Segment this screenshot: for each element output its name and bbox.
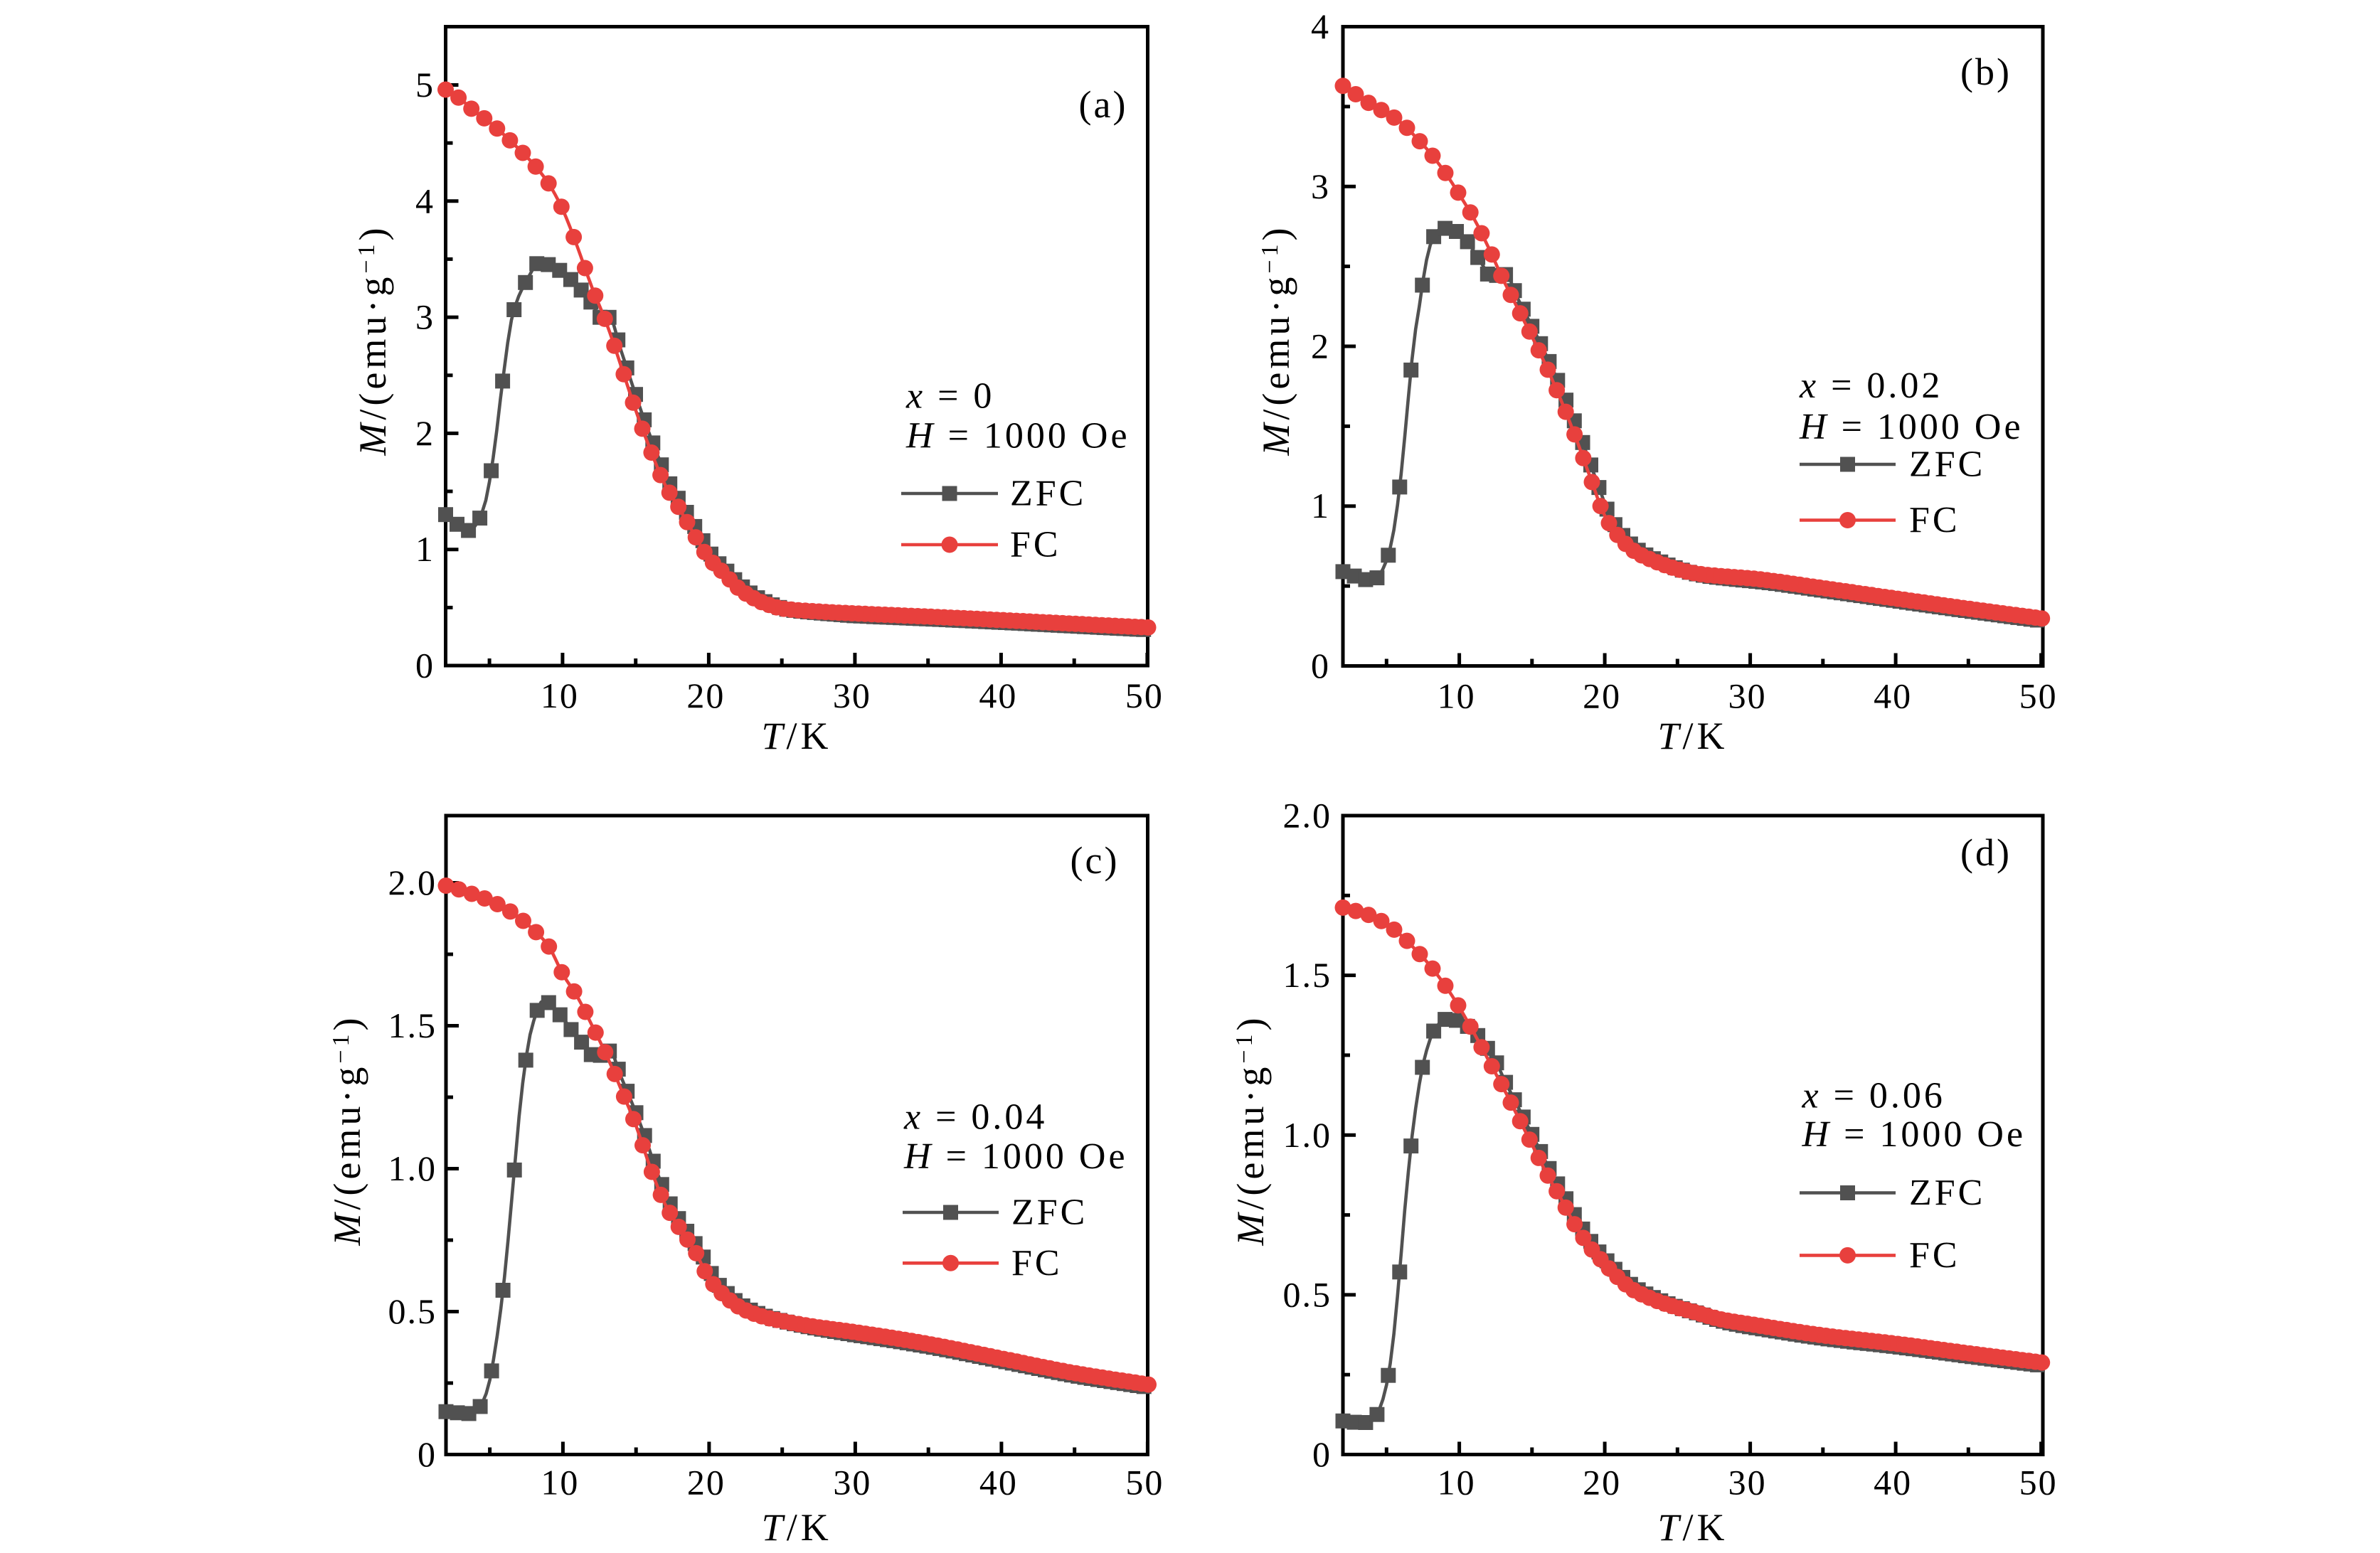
svg-text:(d): (d) [1960,831,2012,874]
svg-text:1: 1 [415,529,435,569]
svg-text:3: 3 [415,297,435,337]
svg-text:x = 0.02: x = 0.02 [1799,365,1943,406]
svg-text:40: 40 [1874,676,1912,716]
svg-text:x = 0.06: x = 0.06 [1802,1075,1945,1116]
svg-text:30: 30 [1728,676,1767,716]
svg-text:(b): (b) [1960,50,2012,93]
svg-text:3: 3 [1311,166,1330,206]
svg-text:1: 1 [1311,486,1330,525]
svg-text:10: 10 [1438,676,1476,716]
svg-text:40: 40 [979,1463,1018,1503]
svg-text:20: 20 [1583,1463,1621,1503]
svg-text:10: 10 [541,676,579,715]
svg-text:4: 4 [415,181,435,220]
svg-text:20: 20 [686,676,725,715]
svg-text:2.0: 2.0 [388,863,437,902]
svg-text:T/K: T/K [1657,715,1728,757]
svg-text:1.5: 1.5 [388,1005,437,1045]
svg-text:0: 0 [1311,646,1330,685]
svg-text:FC: FC [1909,1235,1960,1276]
svg-text:30: 30 [833,676,871,715]
svg-text:1.0: 1.0 [388,1148,437,1188]
svg-text:ZFC: ZFC [1909,1173,1985,1213]
svg-text:T/K: T/K [762,1506,832,1549]
svg-text:50: 50 [2019,1463,2058,1503]
svg-text:50: 50 [1125,1463,1164,1503]
svg-text:H = 1000 Oe: H = 1000 Oe [905,416,1130,457]
svg-text:10: 10 [541,1463,579,1503]
svg-text:2: 2 [415,413,435,453]
svg-text:ZFC: ZFC [1010,474,1086,514]
svg-text:1.5: 1.5 [1283,955,1332,995]
svg-text:(a): (a) [1079,83,1128,126]
svg-text:M/(emu·g−1): M/(emu·g−1) [326,1014,368,1246]
svg-text:x = 0.04: x = 0.04 [903,1097,1047,1138]
svg-text:ZFC: ZFC [1909,444,1985,485]
svg-text:40: 40 [979,676,1017,715]
svg-text:20: 20 [1583,676,1621,716]
svg-text:4: 4 [1311,6,1330,46]
svg-text:40: 40 [1874,1463,1912,1503]
svg-text:H = 1000 Oe: H = 1000 Oe [1802,1114,2026,1155]
svg-text:(c): (c) [1071,839,1120,882]
svg-text:30: 30 [833,1463,871,1503]
svg-text:0: 0 [415,646,435,685]
svg-text:1.0: 1.0 [1283,1115,1332,1155]
svg-text:0: 0 [418,1434,437,1474]
svg-text:T/K: T/K [761,715,832,757]
svg-text:20: 20 [687,1463,726,1503]
svg-text:50: 50 [2019,676,2058,716]
svg-text:FC: FC [1011,1243,1063,1284]
svg-text:30: 30 [1728,1463,1767,1503]
svg-text:2.0: 2.0 [1283,796,1332,836]
svg-text:50: 50 [1125,676,1164,715]
svg-text:T/K: T/K [1657,1506,1728,1549]
svg-text:0: 0 [1312,1434,1332,1474]
svg-text:0.5: 0.5 [388,1291,437,1331]
svg-text:FC: FC [1010,525,1061,565]
svg-text:H = 1000 Oe: H = 1000 Oe [903,1136,1128,1177]
svg-text:ZFC: ZFC [1011,1192,1088,1233]
svg-text:2: 2 [1311,326,1330,366]
svg-text:0.5: 0.5 [1283,1274,1332,1314]
svg-text:H = 1000 Oe: H = 1000 Oe [1799,407,2024,447]
svg-text:FC: FC [1909,500,1960,540]
svg-text:M/(emu·g−1): M/(emu·g−1) [1255,224,1297,456]
svg-text:5: 5 [415,65,435,105]
svg-text:10: 10 [1438,1463,1476,1503]
svg-text:x = 0: x = 0 [905,376,994,417]
